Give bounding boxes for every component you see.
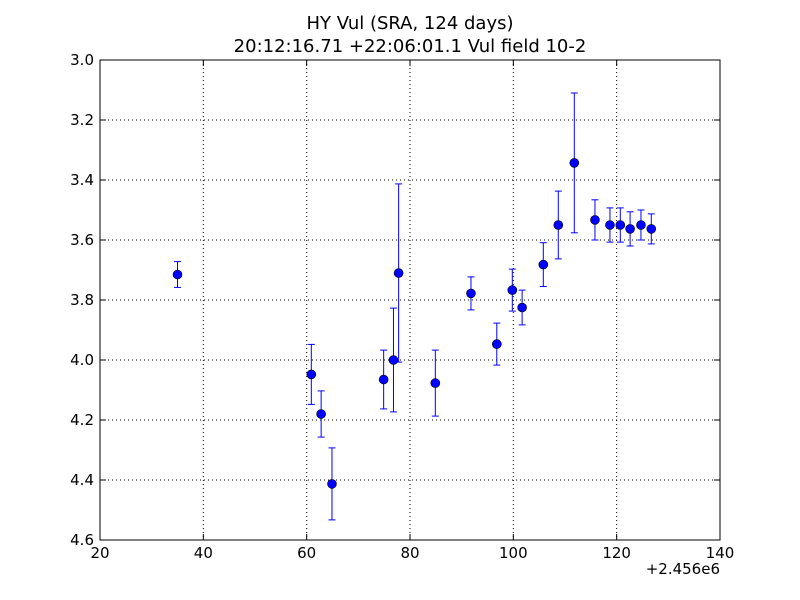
x-tick-label: 100 [499, 544, 528, 562]
data-point [615, 220, 626, 230]
data-point-group [517, 289, 527, 326]
data-point [507, 285, 518, 295]
data-point-group [590, 199, 600, 241]
x-tick-label: 140 [706, 544, 735, 562]
data-point [636, 220, 646, 230]
x-tick-label: 120 [602, 544, 631, 562]
data-point [605, 220, 615, 230]
y-tick-label: 3.0 [70, 51, 94, 69]
data-point [553, 220, 564, 230]
data-point-group [569, 92, 580, 234]
y-tick-label: 3.2 [70, 111, 94, 129]
data-point-group [430, 349, 441, 417]
data-point-group [327, 447, 337, 521]
data-point-group [605, 207, 615, 243]
y-tick-labels: 3.0 3.2 3.4 3.6 3.8 4.0 4.2 4.4 4.6 [70, 51, 94, 549]
x-offset-label: +2.456e6 [646, 560, 720, 578]
data-point-group [393, 183, 404, 363]
data-point [316, 409, 326, 419]
data-point-group [466, 276, 476, 311]
chart-title-line1: HY Vul (SRA, 124 days) [306, 13, 513, 34]
data-point [538, 259, 549, 270]
x-tick-label: 60 [297, 544, 316, 562]
data-point [306, 369, 317, 380]
data-point-group [491, 322, 502, 366]
data-point [646, 224, 657, 234]
data-point-group [625, 211, 635, 247]
data-point-group [388, 307, 399, 413]
data-point-group [553, 190, 564, 260]
x-tick-labels: 20 40 60 80 100 120 140 [90, 544, 734, 562]
data-point [393, 268, 404, 278]
data-series [172, 92, 657, 521]
data-point-group [636, 209, 646, 241]
x-tick-label: 20 [90, 544, 109, 562]
y-tick-label: 4.4 [70, 471, 94, 489]
chart-title-line2: 20:12:16.71 +22:06:01.1 Vul field 10-2 [234, 36, 587, 57]
plot-area [99, 59, 721, 541]
data-point-group [172, 261, 183, 288]
data-point [625, 224, 635, 234]
data-point [378, 374, 389, 385]
y-tick-label: 4.0 [70, 351, 94, 369]
data-point-group [615, 207, 626, 243]
data-point-group [507, 268, 518, 312]
y-tick-label: 3.6 [70, 231, 94, 249]
y-tick-label: 3.8 [70, 291, 94, 309]
data-point [172, 269, 183, 280]
data-point [466, 288, 476, 299]
grid [100, 60, 720, 540]
data-point [569, 158, 580, 168]
x-tick-label: 80 [400, 544, 419, 562]
data-point [491, 339, 502, 349]
x-tick-label: 40 [194, 544, 213, 562]
data-point [388, 355, 399, 365]
data-point-group [538, 242, 549, 287]
y-tick-label: 3.4 [70, 171, 94, 189]
data-point-group [306, 343, 317, 405]
data-point [430, 378, 441, 388]
data-point [590, 215, 600, 225]
data-point-group [378, 349, 389, 410]
data-point-group [316, 390, 326, 438]
y-tick-label: 4.2 [70, 411, 94, 429]
data-point-group [646, 213, 657, 245]
data-point [327, 479, 337, 489]
y-tick-label: 4.6 [70, 531, 94, 549]
data-point [517, 302, 527, 313]
